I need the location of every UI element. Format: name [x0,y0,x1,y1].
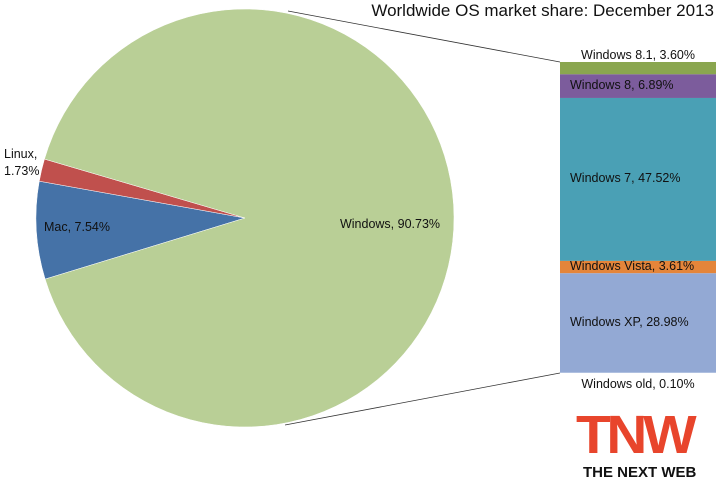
data-label: Mac, 7.54% [44,220,111,234]
data-label: Windows, 90.73% [339,217,441,231]
tagline: THE NEXT WEB [583,464,697,481]
data-label: Windows 7, 47.52% [570,171,681,186]
connector [284,372,561,426]
data-label: Windows XP, 28.98% [570,314,689,329]
data-label: Windows old, 0.10% [581,377,695,391]
bar-segment [560,74,716,98]
bar-segment [560,62,716,75]
chart-title: Worldwide OS market share: December 2013 [371,1,714,20]
data-label: Linux, 1.73% [4,147,40,178]
bar-segment [560,273,716,373]
logo: TNW [576,405,697,465]
pie-slice [35,180,246,280]
bar-segment [560,97,716,261]
pie-slice [44,8,455,428]
connector [287,10,561,63]
bar-segment [560,260,716,274]
data-label: Windows 8.1, 3.60% [581,48,695,62]
data-label: Windows Vista, 3.61% [570,259,695,274]
data-label: Windows 8, 6.89% [570,78,674,93]
